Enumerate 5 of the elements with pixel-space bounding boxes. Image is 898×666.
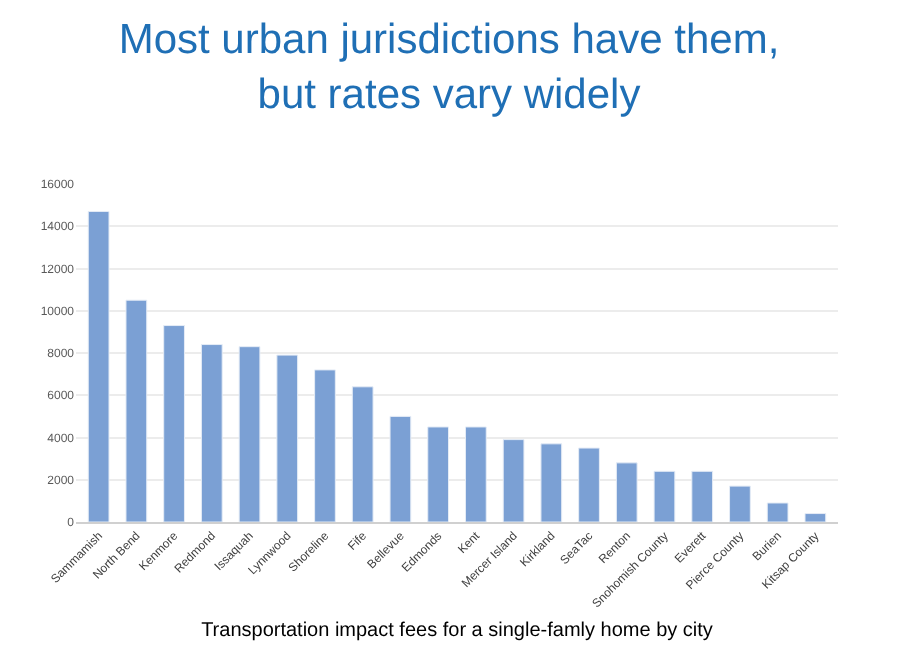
bar [766,502,789,522]
bar [729,485,751,522]
chart-title: Most urban jurisdictions have them, but rates vary widely [118,17,780,118]
x-axis-title: Transportation impact fees for a single-famly home by city [201,620,713,643]
bar [804,513,827,522]
